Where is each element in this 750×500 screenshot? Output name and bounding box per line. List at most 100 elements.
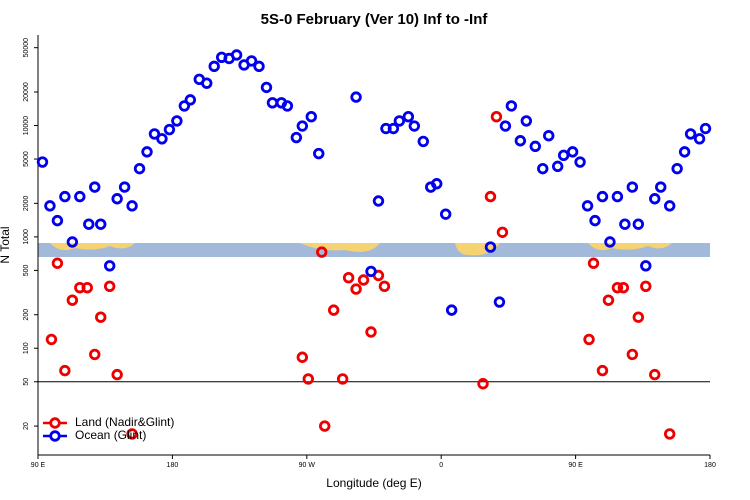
point xyxy=(201,77,213,89)
point xyxy=(431,178,443,190)
y-tick-label: 50 xyxy=(23,378,30,386)
point xyxy=(111,193,123,205)
point xyxy=(148,128,161,140)
point xyxy=(566,146,579,158)
point xyxy=(699,122,712,135)
point xyxy=(499,120,512,132)
point xyxy=(66,294,79,306)
point xyxy=(493,296,506,308)
point xyxy=(126,428,138,440)
point xyxy=(260,81,273,94)
point xyxy=(626,348,639,361)
point xyxy=(589,214,601,227)
y-tick-label: 5000 xyxy=(23,151,30,167)
point xyxy=(342,272,355,284)
point xyxy=(305,111,317,123)
point xyxy=(496,226,509,238)
point xyxy=(537,162,549,175)
point xyxy=(619,218,631,230)
point xyxy=(626,181,639,193)
point xyxy=(36,156,49,168)
legend-marker xyxy=(49,430,61,442)
y-axis-label: N Total xyxy=(0,226,12,263)
point xyxy=(81,281,93,294)
point xyxy=(230,49,243,61)
point xyxy=(663,428,676,440)
point xyxy=(133,162,146,175)
y-tick-label: 100 xyxy=(23,342,30,354)
point xyxy=(171,115,183,127)
point xyxy=(387,122,400,135)
point xyxy=(604,236,616,248)
point xyxy=(684,128,697,140)
point xyxy=(253,60,265,73)
point xyxy=(141,146,153,158)
point xyxy=(678,146,691,158)
point xyxy=(611,190,624,203)
point xyxy=(156,133,168,145)
point xyxy=(490,111,503,123)
point xyxy=(83,218,95,230)
point xyxy=(514,135,527,147)
legend-label: Land (Nadir&Glint) xyxy=(75,415,174,429)
point xyxy=(118,181,131,193)
point xyxy=(51,214,64,227)
point xyxy=(111,368,123,381)
point xyxy=(302,373,314,385)
point xyxy=(484,241,497,253)
legend-marker xyxy=(49,417,61,429)
x-tick-label: 90 E xyxy=(31,462,46,469)
point xyxy=(378,280,391,292)
point xyxy=(617,281,630,294)
point xyxy=(408,120,421,132)
point xyxy=(59,190,71,203)
point xyxy=(245,55,258,67)
y-tick-label: 1000 xyxy=(23,229,30,245)
x-axis-label: Longitude (deg E) xyxy=(326,476,421,490)
point xyxy=(208,60,220,73)
point xyxy=(163,123,176,136)
point xyxy=(95,311,107,323)
point xyxy=(350,91,362,103)
point xyxy=(89,348,101,361)
point xyxy=(611,281,624,294)
point xyxy=(655,181,667,193)
point xyxy=(640,280,652,292)
surface-band xyxy=(38,243,710,257)
point xyxy=(393,115,406,127)
point xyxy=(417,135,429,148)
point xyxy=(587,257,600,269)
point xyxy=(693,133,706,145)
point xyxy=(365,326,377,338)
point xyxy=(89,181,101,193)
point xyxy=(336,373,349,385)
point xyxy=(296,351,309,363)
point xyxy=(602,294,615,306)
y-tick-label: 2000 xyxy=(23,195,30,211)
point xyxy=(402,111,415,123)
point xyxy=(95,218,107,230)
point xyxy=(45,333,58,346)
point xyxy=(372,195,385,207)
point xyxy=(632,218,645,230)
point xyxy=(357,274,370,286)
y-tick-label: 20000 xyxy=(23,82,30,102)
point xyxy=(581,200,594,212)
point xyxy=(313,147,325,160)
point xyxy=(290,131,303,144)
point xyxy=(520,115,533,127)
point xyxy=(484,190,497,203)
point xyxy=(51,257,64,269)
y-tick-label: 200 xyxy=(23,309,30,321)
point xyxy=(583,333,595,346)
point xyxy=(663,200,676,212)
point xyxy=(66,236,79,248)
point xyxy=(44,200,56,212)
y-tick-label: 10000 xyxy=(23,116,30,136)
point xyxy=(103,260,116,272)
point xyxy=(649,368,661,381)
point xyxy=(445,304,458,316)
point xyxy=(505,100,518,112)
chart-title: 5S-0 February (Ver 10) Inf to -Inf xyxy=(261,11,489,28)
